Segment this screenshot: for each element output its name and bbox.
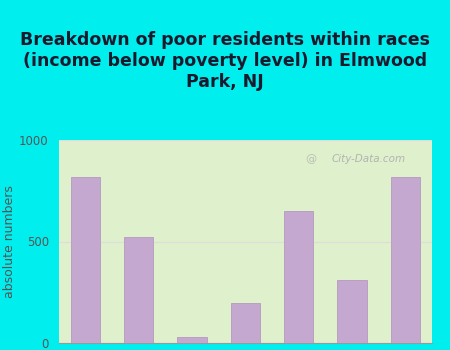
Bar: [338, 280, 367, 343]
Y-axis label: absolute numbers: absolute numbers: [3, 185, 16, 298]
Text: @: @: [305, 154, 316, 164]
Bar: [230, 303, 260, 343]
Bar: [284, 211, 313, 343]
Bar: [177, 337, 207, 343]
Bar: [71, 176, 100, 343]
Text: Breakdown of poor residents within races
(income below poverty level) in Elmwood: Breakdown of poor residents within races…: [20, 32, 430, 91]
Text: City-Data.com: City-Data.com: [331, 154, 405, 164]
Bar: [124, 237, 153, 343]
Bar: [391, 176, 420, 343]
